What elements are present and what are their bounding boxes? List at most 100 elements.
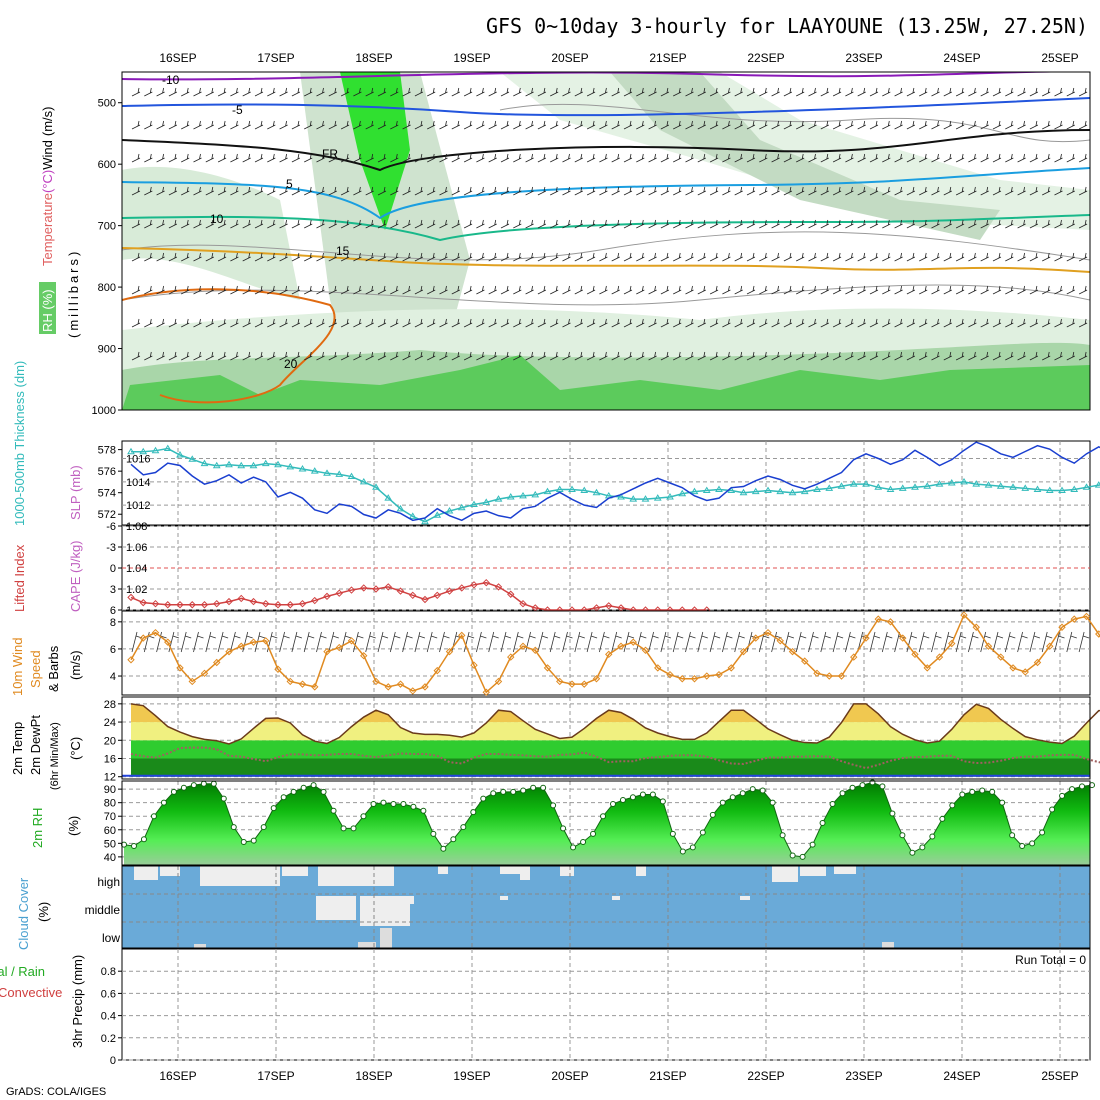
top-date-labels: 16SEP 17SEP 18SEP 19SEP 20SEP 21SEP 22SEP 23SEP… xyxy=(159,51,1078,65)
wind-barb xyxy=(820,285,829,295)
wind-barb xyxy=(525,186,534,196)
wind-speed-point xyxy=(629,638,637,646)
wind-barb xyxy=(1017,186,1026,196)
wind-barb xyxy=(476,219,485,229)
bottom-date-label: 24SEP xyxy=(943,1069,980,1083)
thickness-point xyxy=(678,489,687,497)
thickness-point xyxy=(984,481,993,488)
thickness-point xyxy=(200,459,209,467)
wind-barb xyxy=(746,318,756,328)
isotherm-label: FR xyxy=(322,147,338,161)
cape-axis-label: CAPE (J/kg) xyxy=(68,540,83,612)
rh-point xyxy=(969,788,976,795)
rh-point xyxy=(280,794,287,801)
wind-barb xyxy=(697,318,706,328)
precip-panel: 0 0.2 0.4 0.6 0.8 Run Total = 0 Total / Rain… xyxy=(0,948,1091,1067)
thickness-point xyxy=(800,487,809,495)
wind-barb xyxy=(943,285,952,295)
wind-barb xyxy=(550,285,559,295)
wind-barb xyxy=(550,318,559,328)
wind-barb xyxy=(857,87,866,97)
dewpoint-line xyxy=(130,746,1100,770)
cape-tick-label: 1.02 xyxy=(126,584,147,596)
pressure-tick-label: 800 xyxy=(98,282,116,294)
wind-barb xyxy=(365,219,374,229)
wind-barb xyxy=(304,120,313,130)
wind-barb xyxy=(439,285,448,295)
wind-barb xyxy=(291,318,301,328)
wind-speed-point xyxy=(237,642,245,650)
wind-barb xyxy=(611,285,620,295)
wind-barb xyxy=(660,318,670,328)
wind-barb xyxy=(992,153,1002,163)
wind-speed-point xyxy=(225,647,233,656)
wind-speed-point xyxy=(641,646,650,654)
wind-speed-point xyxy=(384,683,392,691)
wind-barb xyxy=(599,87,608,97)
middle-cloud-block xyxy=(360,896,410,926)
wind-speed-point xyxy=(519,642,527,650)
wind-barb xyxy=(992,120,1002,130)
wind-barb xyxy=(931,219,940,229)
wind-barb xyxy=(279,219,288,229)
isotherm-label: 20 xyxy=(284,357,298,371)
rh-point xyxy=(510,788,517,795)
thickness-point xyxy=(739,488,748,496)
wind-speed-point xyxy=(445,647,454,656)
wind-barb xyxy=(734,252,743,262)
wind-barb xyxy=(291,252,301,262)
rh-tick-label: 60 xyxy=(104,825,116,837)
wind-barb xyxy=(697,631,708,653)
wind-barb xyxy=(980,631,991,653)
wind-axis-label-a: 10m Wind xyxy=(10,637,25,696)
wind-barb xyxy=(414,120,424,130)
thickness-point xyxy=(702,486,711,494)
wind-barb xyxy=(869,120,879,130)
bottom-date-label: 23SEP xyxy=(845,1069,882,1083)
wind-barb xyxy=(1029,153,1039,163)
wind-barb xyxy=(390,351,399,361)
thickness-point xyxy=(715,485,723,492)
wind-barb xyxy=(390,318,399,328)
wind-barb xyxy=(759,285,768,295)
wind-barb xyxy=(303,631,315,653)
wind-barb xyxy=(943,631,954,653)
wind-barb xyxy=(328,351,337,361)
wind-barb xyxy=(1054,186,1063,196)
wind-barb xyxy=(254,219,264,229)
wind-barb xyxy=(586,120,596,130)
wind-barb xyxy=(709,252,719,262)
wind-barb xyxy=(845,252,854,262)
temp-line xyxy=(130,703,1100,745)
rh-point xyxy=(1049,806,1056,813)
rh-shade-region xyxy=(122,166,300,300)
cape-point xyxy=(335,589,343,597)
wind-barb xyxy=(808,285,817,295)
wind-barb xyxy=(476,285,485,295)
wind-barb xyxy=(168,351,178,361)
high-cloud-block xyxy=(134,866,158,880)
wind-barb xyxy=(316,186,325,196)
wind-barb xyxy=(279,631,290,653)
wind-speed-point xyxy=(482,688,490,696)
high-cloud-block xyxy=(358,866,394,886)
wind-barb xyxy=(574,351,583,361)
wind-barb xyxy=(365,87,374,97)
rh-point xyxy=(1059,792,1066,799)
wind-barb xyxy=(611,186,620,196)
wind-barb xyxy=(1054,87,1063,97)
wind-tick-label: 8 xyxy=(110,617,116,629)
wind-barb xyxy=(980,252,989,262)
wind-barb xyxy=(451,87,460,97)
wind-barb xyxy=(451,153,460,163)
wind-barb xyxy=(328,186,337,196)
rh-point xyxy=(609,801,616,808)
wind-barb xyxy=(205,252,214,262)
wind-barb xyxy=(279,252,288,262)
thickness-point xyxy=(874,483,883,490)
wind-barb xyxy=(783,351,793,361)
wind-speed-point xyxy=(654,664,662,672)
wind-barb xyxy=(340,285,350,295)
wind-barb xyxy=(562,252,571,262)
wind-barb xyxy=(267,285,276,295)
